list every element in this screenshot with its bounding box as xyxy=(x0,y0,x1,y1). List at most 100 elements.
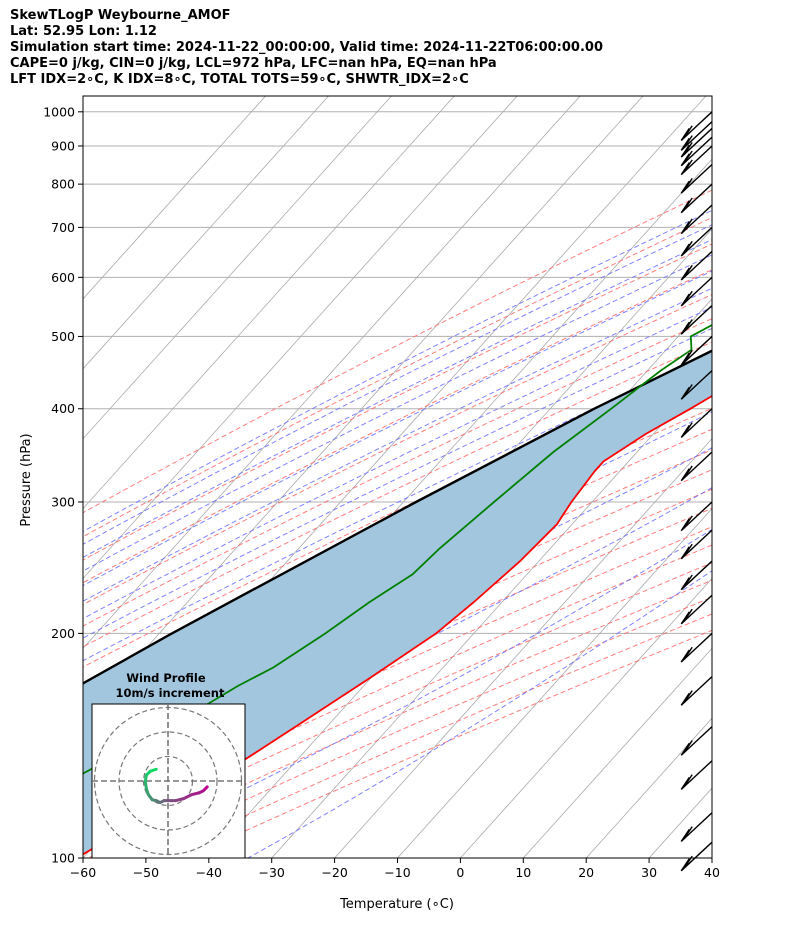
x-axis-ticks: −60 −50 −40 −30 −20 −10 0 10 20 30 40 xyxy=(70,858,720,880)
x-tick-label: 10 xyxy=(515,865,531,880)
moist-adiabat xyxy=(83,487,712,809)
barb-flag xyxy=(680,828,690,842)
dewpoint-line xyxy=(83,323,712,775)
barb-flag xyxy=(680,162,690,175)
barb-flag xyxy=(680,858,690,872)
barb-flag xyxy=(680,293,690,307)
dry-adiabat xyxy=(83,341,712,648)
y-tick-label: 1000 xyxy=(43,104,75,119)
isotherm xyxy=(711,857,712,858)
wind-barb xyxy=(680,812,713,842)
barb-flag xyxy=(680,144,690,158)
y-tick-label: 800 xyxy=(51,177,75,192)
barb-flag xyxy=(683,150,693,164)
hodograph-inset: Wind Profile 10m/s increment xyxy=(91,671,246,859)
convective-parameters: CAPE=0 j/kg, CIN=0 j/kg, LCL=972 hPa, LF… xyxy=(10,56,497,71)
barb-flag xyxy=(680,137,690,151)
barb-flag xyxy=(680,153,690,167)
y-axis-ticks: 1000 900 800 700 600 500 400 300 200 100 xyxy=(43,104,83,866)
isotherm xyxy=(334,438,712,858)
y-tick-label: 900 xyxy=(51,138,75,153)
sounding-profiles xyxy=(83,323,712,856)
isotherm xyxy=(523,647,712,858)
wind-barb xyxy=(680,163,713,194)
y-tick-label: 300 xyxy=(51,494,75,509)
x-tick-label: 20 xyxy=(578,865,594,880)
barb-flag xyxy=(680,386,690,400)
x-tick-label: 0 xyxy=(456,865,464,880)
wind-barb xyxy=(680,501,713,532)
moist-adiabat xyxy=(83,209,712,533)
dry-adiabat xyxy=(83,269,712,584)
isotherm xyxy=(271,368,712,858)
dry-adiabat xyxy=(83,488,712,780)
barb-flag xyxy=(683,159,693,173)
mixing-ratio-line xyxy=(776,96,794,277)
isotherm xyxy=(585,717,712,858)
y-axis-label: Pressure (hPa) xyxy=(19,433,34,526)
barb-flag xyxy=(680,649,690,663)
barb-flag xyxy=(683,218,693,232)
y-tick-label: 600 xyxy=(51,270,75,285)
wind-barb xyxy=(680,632,713,663)
wind-barb xyxy=(680,408,713,438)
isotherm xyxy=(83,96,266,300)
wind-barb xyxy=(680,370,713,400)
moist-adiabat xyxy=(83,351,712,662)
isotherm xyxy=(397,507,712,858)
x-tick-label: −10 xyxy=(384,865,410,880)
wind-barb xyxy=(680,335,713,366)
simulation-times: Simulation start time: 2024-11-22_00:00:… xyxy=(10,40,603,55)
barb-flag xyxy=(683,826,693,839)
barb-flag xyxy=(683,608,693,622)
barb-flag xyxy=(683,135,693,148)
x-tick-label: 40 xyxy=(704,865,720,880)
wind-barb xyxy=(680,529,713,560)
x-tick-label: −50 xyxy=(133,865,159,880)
wind-barb xyxy=(680,127,713,158)
barb-flag xyxy=(680,243,690,257)
barb-flag xyxy=(683,177,693,191)
barb-flag xyxy=(683,240,693,254)
wind-barb xyxy=(680,276,713,307)
y-tick-label: 100 xyxy=(51,851,75,866)
x-tick-label: −30 xyxy=(259,865,285,880)
barb-flag xyxy=(683,574,693,588)
temperature-line xyxy=(83,394,712,856)
moist-adiabat xyxy=(83,287,712,602)
hodograph-subtitle: 10m/s increment xyxy=(116,686,225,700)
wind-barb xyxy=(680,726,713,756)
barb-flag xyxy=(683,740,693,753)
barb-flag xyxy=(680,692,690,706)
isotherm xyxy=(83,96,392,440)
barb-flag xyxy=(683,646,693,660)
moist-adiabat xyxy=(105,528,712,858)
station-location: Lat: 52.95 Lon: 1.12 xyxy=(10,24,157,39)
wind-barbs xyxy=(680,111,713,872)
barb-flag xyxy=(683,422,693,436)
wind-barb xyxy=(680,136,713,167)
barb-flag xyxy=(680,352,690,366)
barb-flag xyxy=(683,125,693,139)
barb-flag xyxy=(683,264,693,278)
isotherm xyxy=(83,96,644,719)
isotherm xyxy=(83,96,518,580)
x-axis-label: Temperature (∘C) xyxy=(339,897,454,912)
barb-flag xyxy=(683,384,693,397)
y-tick-label: 700 xyxy=(51,220,75,235)
wind-barb xyxy=(680,760,713,790)
wind-barb xyxy=(680,676,713,706)
y-tick-label: 200 xyxy=(51,626,75,641)
dry-adiabat xyxy=(83,526,712,813)
barb-flag xyxy=(680,221,690,235)
barb-flag xyxy=(683,197,693,211)
chart-header: SkewTLogP Weybourne_AMOF Lat: 52.95 Lon:… xyxy=(10,8,603,88)
mixing-ratio-lines xyxy=(776,96,794,277)
barb-flag xyxy=(680,518,690,531)
isotherm xyxy=(83,96,455,510)
isotherm xyxy=(648,787,712,858)
y-tick-label: 500 xyxy=(51,329,75,344)
barb-flag xyxy=(680,577,690,591)
barb-flag xyxy=(680,128,690,141)
barb-flag xyxy=(680,424,690,438)
